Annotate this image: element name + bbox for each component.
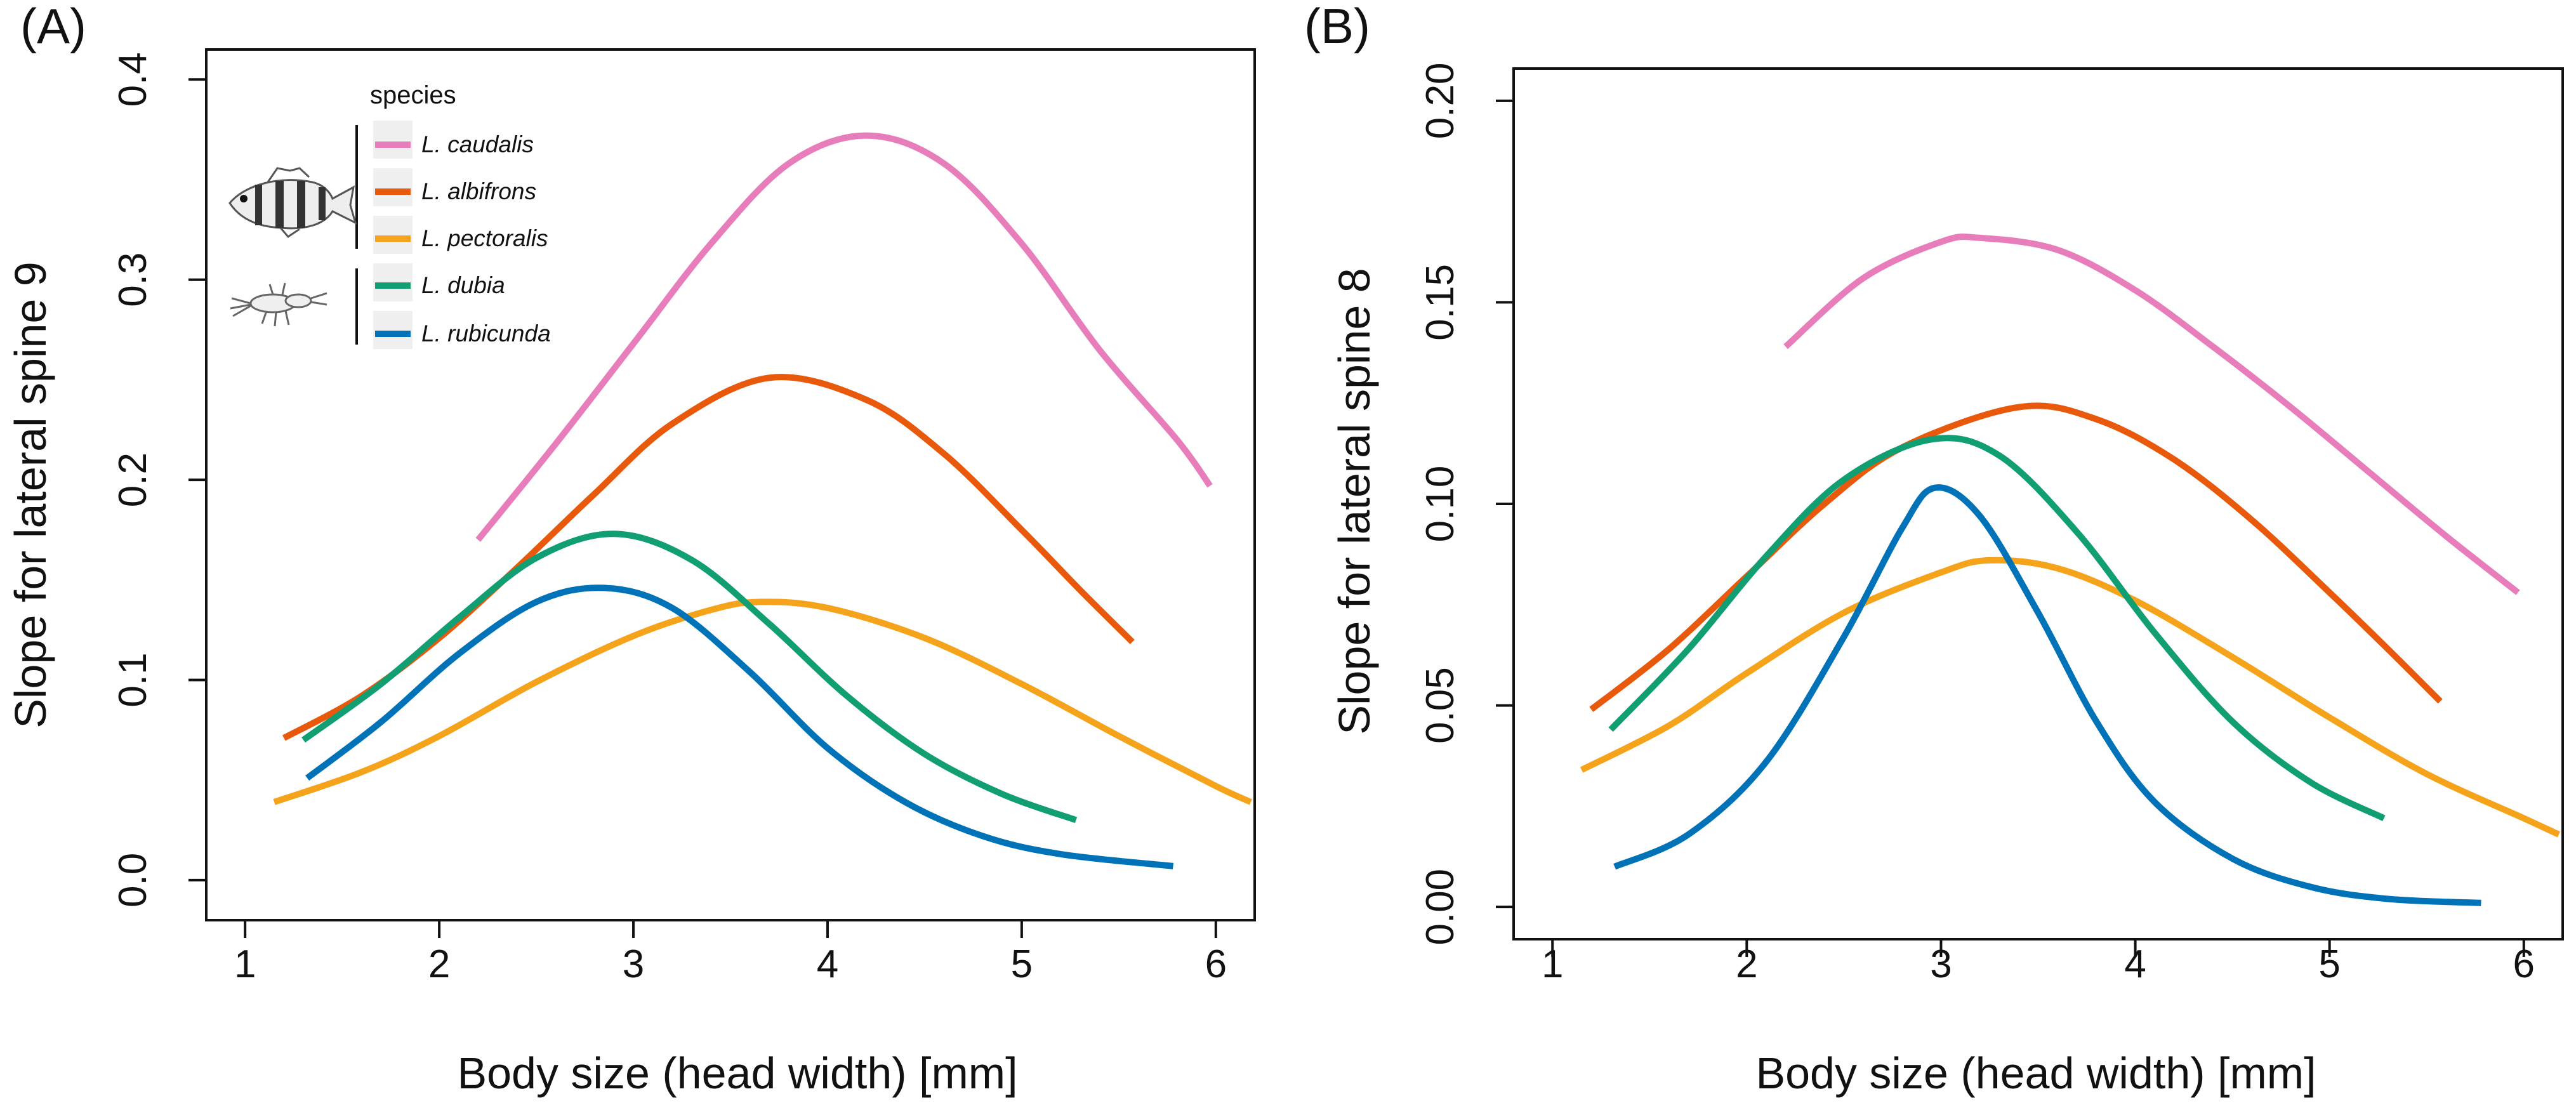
legend-key-bg-1	[373, 168, 413, 206]
x-tick-label: 4	[817, 942, 838, 986]
x-tick-label: 5	[1011, 942, 1033, 986]
fish-icon	[228, 167, 357, 238]
y-tick-label: 0.20	[1418, 62, 1462, 139]
series-line-pectoralis	[1580, 557, 2561, 838]
legend-key-bg-0	[373, 121, 413, 159]
legend-label-pectoralis: L. pectoralis	[421, 225, 548, 251]
panel-b-series	[1580, 234, 2561, 906]
y-tick-label: 0.00	[1418, 869, 1462, 946]
panel-b-y-axis-label: Slope for lateral spine 8	[1330, 268, 1379, 734]
legend-key-bg-4	[373, 311, 413, 349]
y-tick-label: 0.4	[111, 52, 155, 107]
x-tick-label: 2	[428, 942, 450, 986]
panel-a-series	[273, 132, 1252, 869]
series-line-rubicunda	[1613, 484, 2481, 906]
panel-b-x-axis-label: Body size (head width) [mm]	[1755, 1048, 2316, 1098]
x-tick-label: 2	[1736, 942, 1757, 986]
x-tick-label: 5	[2318, 942, 2340, 986]
series-line-dubia	[1608, 435, 2386, 821]
panel-a: (A) 1 2 3 4 5 6 0.0 0.1 0.2 0.3 0.4 Body size (hea…	[6, 0, 1256, 1098]
x-tick-label: 3	[623, 942, 644, 986]
x-tick-label: 4	[2124, 942, 2146, 986]
legend-label-rubicunda: L. rubicunda	[421, 320, 551, 346]
legend-title: species	[370, 81, 456, 109]
legend-label-dubia: L. dubia	[421, 272, 505, 298]
x-tick-label: 6	[1205, 942, 1227, 986]
y-tick-label: 0.10	[1418, 466, 1462, 543]
x-tick-label: 1	[1542, 942, 1563, 986]
series-line-albifrons	[282, 374, 1135, 741]
panel-b: (B) 1 2 3 4 5 6 0.00 0.05 0.10 0.15 0.20 Body size…	[1304, 0, 2564, 1098]
series-line-dubia	[301, 531, 1078, 824]
panel-a-y-axis-label: Slope for lateral spine 9	[6, 261, 55, 728]
series-line-caudalis	[1783, 234, 2520, 595]
panel-a-plot-frame	[205, 48, 1256, 921]
y-tick-label: 0.15	[1418, 264, 1462, 341]
panel-b-label: (B)	[1304, 0, 1370, 54]
y-tick-label: 0.1	[111, 652, 155, 707]
panel-a-x-axis-label: Body size (head width) [mm]	[457, 1048, 1017, 1098]
legend-key-bg-2	[373, 216, 413, 254]
series-line-albifrons	[1589, 402, 2443, 712]
y-tick-label: 0.0	[111, 853, 155, 907]
series-line-rubicunda	[305, 584, 1174, 869]
y-tick-label: 0.05	[1418, 667, 1462, 744]
panel-b-axes: 1 2 3 4 5 6 0.00 0.05 0.10 0.15 0.20	[1418, 62, 2535, 986]
series-line-caudalis	[475, 132, 1213, 542]
panel-a-label: (A)	[20, 0, 86, 54]
legend-label-caudalis: L. caudalis	[421, 131, 534, 157]
y-tick-label: 0.3	[111, 253, 155, 307]
x-tick-label: 1	[234, 942, 256, 986]
series-line-pectoralis	[273, 598, 1252, 805]
x-tick-label: 6	[2513, 942, 2535, 986]
larva-icon	[230, 282, 327, 327]
y-tick-label: 0.2	[111, 452, 155, 507]
legend: species	[228, 81, 551, 349]
x-tick-label: 3	[1930, 942, 1952, 986]
legend-label-albifrons: L. albifrons	[421, 178, 536, 204]
panel-a-axes: 1 2 3 4 5 6 0.0 0.1 0.2 0.3 0.4	[111, 52, 1227, 986]
